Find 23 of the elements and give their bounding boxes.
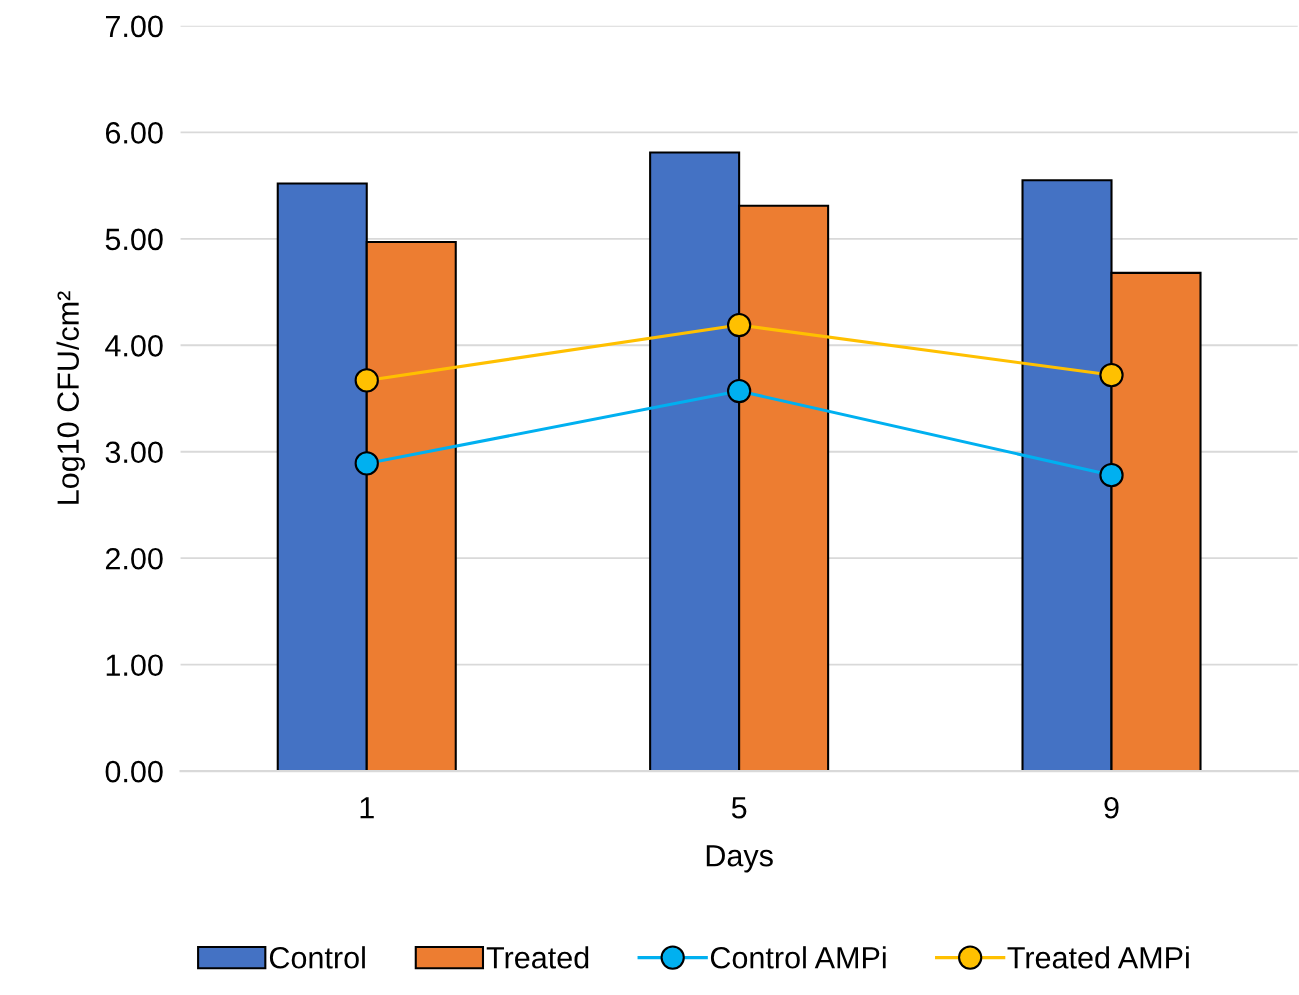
legend-label: Treated AMPi — [1007, 946, 1189, 969]
y-axis-title: Log10 CFU/cm² — [56, 291, 85, 504]
x-tick-label: 9 — [1104, 796, 1119, 819]
point — [726, 312, 752, 338]
legend-label: Control AMPi — [710, 946, 886, 969]
y-tick-label: 0.00 — [105, 760, 163, 783]
legend-label: Control — [269, 946, 365, 969]
point — [1099, 463, 1124, 488]
legend-label: Treated — [486, 946, 589, 969]
y-tick-label: 1.00 — [106, 654, 163, 677]
y-tick-label: 2.00 — [105, 547, 163, 570]
point — [726, 378, 752, 404]
y-tick-label: 3.00 — [105, 441, 163, 464]
x-tick-label: 1 — [360, 797, 374, 819]
y-tick-label: 7.00 — [106, 15, 163, 38]
x-tick-label: 5 — [731, 797, 747, 819]
y-tick-label: 6.00 — [105, 122, 163, 144]
y-tick-label: 5.00 — [105, 228, 163, 251]
point — [354, 368, 379, 393]
y-tick-label: 4.00 — [105, 335, 163, 357]
point — [354, 451, 379, 476]
x-axis-title: Days — [706, 845, 773, 873]
point — [1099, 362, 1124, 388]
